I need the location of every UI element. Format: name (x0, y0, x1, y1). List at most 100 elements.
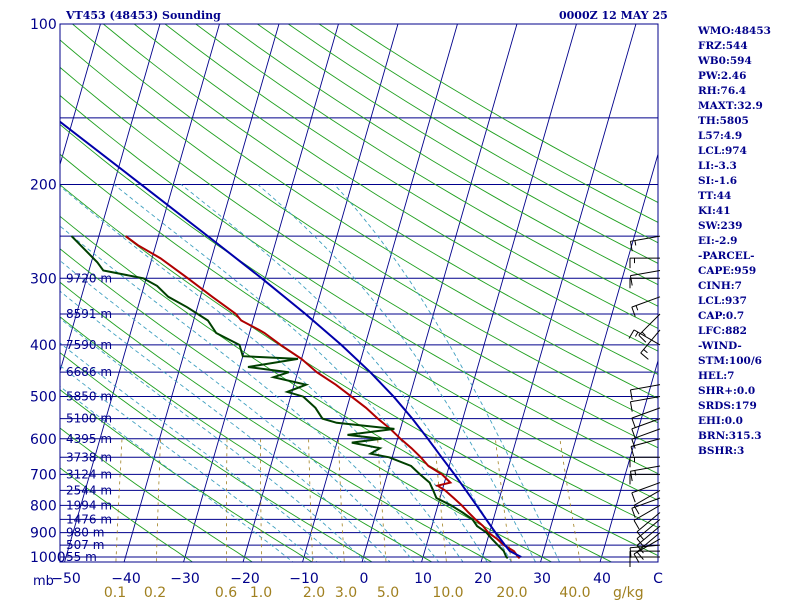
wind-barb (631, 482, 661, 503)
stability-index-item: TH:5805 (698, 115, 749, 127)
isotherm-line (0, 24, 41, 568)
stability-index-item: -WIND- (698, 340, 742, 352)
wind-barb (629, 269, 661, 286)
stability-indices: WMO:48453 FRZ:544 WB0:594 PW:2.46 RH:76.4 MAX… (698, 24, 771, 459)
sounding-time: 0000Z 12 MAY 25 (559, 9, 668, 22)
height-label: 5100 m (66, 412, 112, 426)
temperature-tick-label: 40 (593, 571, 611, 587)
wind-barb-flag (630, 446, 635, 457)
wind-barb-flag (629, 471, 633, 482)
wind-barb-shaft (630, 269, 661, 277)
stability-index-item: STM:100/6 (698, 355, 762, 367)
wind-barb (629, 277, 660, 289)
stability-index-item: SHR+:0.0 (698, 385, 756, 397)
pressure-tick-label: 1000 (30, 550, 66, 566)
mixing-ratio-tick-label: 40.0 (559, 585, 590, 600)
moist-adiabat (60, 364, 318, 562)
wind-barb (640, 329, 661, 360)
wind-barb-shaft (630, 465, 661, 472)
wind-barb-flag (636, 538, 644, 547)
dry-adiabat (60, 39, 658, 424)
moist-adiabat (60, 385, 294, 562)
wind-barb-shaft (630, 396, 661, 403)
wind-barb (629, 384, 661, 400)
plot-frame (59, 23, 659, 563)
mixing-ratio-line (260, 438, 263, 562)
parcel-trace-line (60, 120, 522, 558)
isotherm-line (60, 24, 101, 167)
wind-barb-flag (629, 275, 633, 286)
wind-barb-half-flag (635, 305, 639, 311)
wind-barbs (628, 235, 661, 567)
dry-adiabat (226, 24, 658, 286)
dry-adiabat (60, 352, 374, 562)
wind-barb-half-flag (634, 470, 637, 476)
pressure-tick-label: 700 (30, 467, 57, 483)
temperature-tick-label: −20 (230, 571, 260, 587)
temperature-tick-label: 10 (414, 571, 432, 587)
stability-index-item: EHI:0.0 (698, 415, 743, 427)
stability-index-item: HEL:7 (698, 370, 735, 382)
height-label: 3738 m (66, 450, 112, 464)
wind-barb-flag (633, 520, 640, 530)
pressure-tick-label: 300 (30, 271, 57, 287)
pressure-tick-label: 800 (30, 498, 57, 514)
pressure-tick-label: 600 (30, 432, 57, 448)
dry-adiabat (257, 24, 658, 264)
mixing-ratio-unit-label: g/kg (613, 585, 644, 600)
stability-index-item: SW:239 (698, 220, 743, 232)
isotherm-line (183, 24, 339, 562)
wind-barb-flag (631, 438, 636, 449)
stability-index-item: LCL:937 (698, 295, 747, 307)
wind-barb-half-flag (634, 331, 639, 337)
moist-adiabat (257, 184, 537, 562)
stability-index-item: BRN:315.3 (698, 430, 762, 442)
wind-barb (630, 438, 661, 457)
wind-barb-flag (633, 505, 640, 515)
wind-barb (629, 257, 660, 269)
wind-barb-shaft (636, 518, 661, 540)
wind-barb-shaft (631, 482, 661, 494)
stability-index-item: EI:-2.9 (698, 235, 738, 247)
pressure-tick-label: 400 (30, 338, 57, 354)
stability-index-item: TT:44 (698, 190, 732, 202)
stability-index-item: RH:76.4 (698, 85, 747, 97)
mixing-ratio-tick-label: 2.0 (303, 585, 325, 600)
wind-barb-shaft (633, 489, 661, 506)
height-label: 9720 m (66, 271, 112, 285)
height-label: 507 m (66, 538, 104, 552)
dewpoint-line (70, 235, 509, 559)
mixing-ratio-line (434, 438, 447, 562)
dry-adiabat (60, 316, 433, 562)
mixing-ratio-tick-label: 0.2 (144, 585, 166, 600)
dry-adiabat (60, 389, 314, 562)
wind-barb-shaft (633, 504, 661, 521)
wind-barb (631, 407, 661, 428)
wind-barb-shaft (631, 418, 661, 430)
dry-adiabat (60, 123, 658, 501)
moist-adiabat (334, 184, 561, 562)
stability-index-item: L57:4.9 (698, 130, 743, 142)
height-label: 6686 m (66, 365, 112, 379)
isotherm-line (60, 24, 161, 373)
isotherm-line (540, 152, 658, 562)
sounding-title: VT453 (48453) Sounding (66, 9, 221, 22)
isotherm-line (123, 24, 280, 562)
isotherm-line (599, 359, 658, 562)
chart-series (60, 120, 522, 559)
wind-barb (636, 532, 661, 560)
moist-adiabat (113, 184, 488, 562)
moist-adiabat (60, 260, 415, 562)
moist-adiabat (60, 185, 464, 562)
wind-barb (628, 329, 661, 346)
mixing-ratio-line (495, 438, 512, 562)
wind-barb-flag (636, 545, 644, 554)
wind-barb (631, 497, 661, 518)
height-label: 55 m (66, 550, 97, 564)
mixing-ratio-tick-label: 1.0 (250, 585, 272, 600)
moist-adiabat (60, 290, 391, 562)
stability-index-item: CINH:7 (698, 280, 742, 292)
wind-barb-shaft (630, 544, 661, 549)
wind-barb-shaft (630, 235, 661, 242)
